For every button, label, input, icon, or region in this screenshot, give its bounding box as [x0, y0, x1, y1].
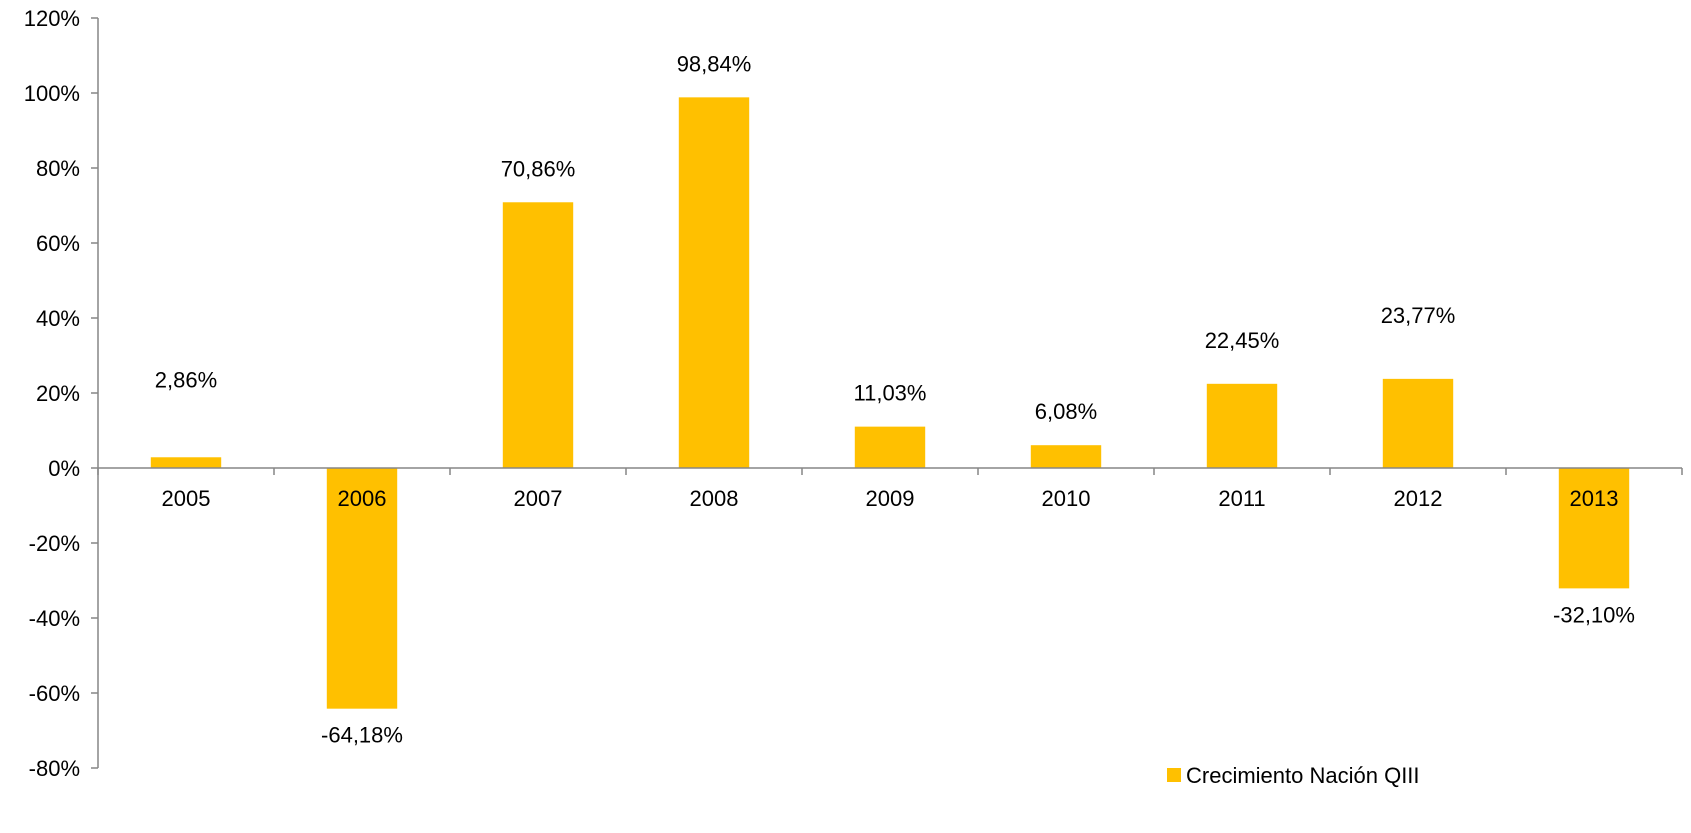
x-tick-label: 2007 — [514, 486, 563, 511]
x-tick-label: 2012 — [1394, 486, 1443, 511]
legend: Crecimiento Nación QIII — [1167, 763, 1420, 788]
y-tick-label: 100% — [24, 81, 80, 106]
y-tick-label: 120% — [24, 6, 80, 31]
data-label-2013: -32,10% — [1553, 602, 1635, 627]
bar-2005 — [150, 457, 222, 468]
legend-label: Crecimiento Nación QIII — [1186, 763, 1420, 788]
bars — [150, 97, 1630, 709]
x-tick-label: 2013 — [1570, 486, 1619, 511]
y-tick-label: -60% — [29, 681, 80, 706]
bar-2008 — [678, 97, 750, 468]
bar-2013 — [1558, 468, 1630, 589]
legend-swatch — [1167, 768, 1181, 782]
y-tick-label: 40% — [36, 306, 80, 331]
y-tick-label: 80% — [36, 156, 80, 181]
bar-2006 — [326, 468, 398, 709]
y-tick-label: 20% — [36, 381, 80, 406]
data-label-2011: 22,45% — [1205, 328, 1280, 353]
y-tick-label: -20% — [29, 531, 80, 556]
y-axis: 120% 100% 80% 60% 40% 20% 0% -20% -40% -60% -80% — [24, 6, 99, 781]
y-tick-label: -80% — [29, 756, 80, 781]
data-label-2007: 70,86% — [501, 156, 576, 181]
bar-2012 — [1382, 378, 1454, 468]
data-label-2005: 2,86% — [155, 367, 217, 392]
y-tick-label: 60% — [36, 231, 80, 256]
data-label-2006: -64,18% — [321, 723, 403, 748]
x-tick-label: 2010 — [1042, 486, 1091, 511]
data-label-2008: 98,84% — [677, 51, 752, 76]
bar-2009 — [854, 426, 926, 468]
x-tick-label: 2008 — [690, 486, 739, 511]
bar-2007 — [502, 202, 574, 468]
data-labels: 2,86% -64,18% 70,86% 98,84% 11,03% 6,08% 22,45… — [155, 51, 1635, 747]
data-label-2012: 23,77% — [1381, 303, 1456, 328]
data-label-2010: 6,08% — [1035, 399, 1097, 424]
x-tick-label: 2005 — [162, 486, 211, 511]
y-tick-label: 0% — [48, 456, 80, 481]
x-tick-label: 2011 — [1218, 486, 1265, 511]
bar-2011 — [1206, 383, 1278, 468]
x-axis: 2005 2006 2007 2008 2009 2010 2011 2012 2013 — [97, 467, 1683, 511]
y-tick-label: -40% — [29, 606, 80, 631]
data-label-2009: 11,03% — [854, 381, 927, 406]
x-tick-label: 2009 — [866, 486, 915, 511]
bar-2010 — [1030, 445, 1102, 468]
x-tick-label: 2006 — [338, 486, 387, 511]
